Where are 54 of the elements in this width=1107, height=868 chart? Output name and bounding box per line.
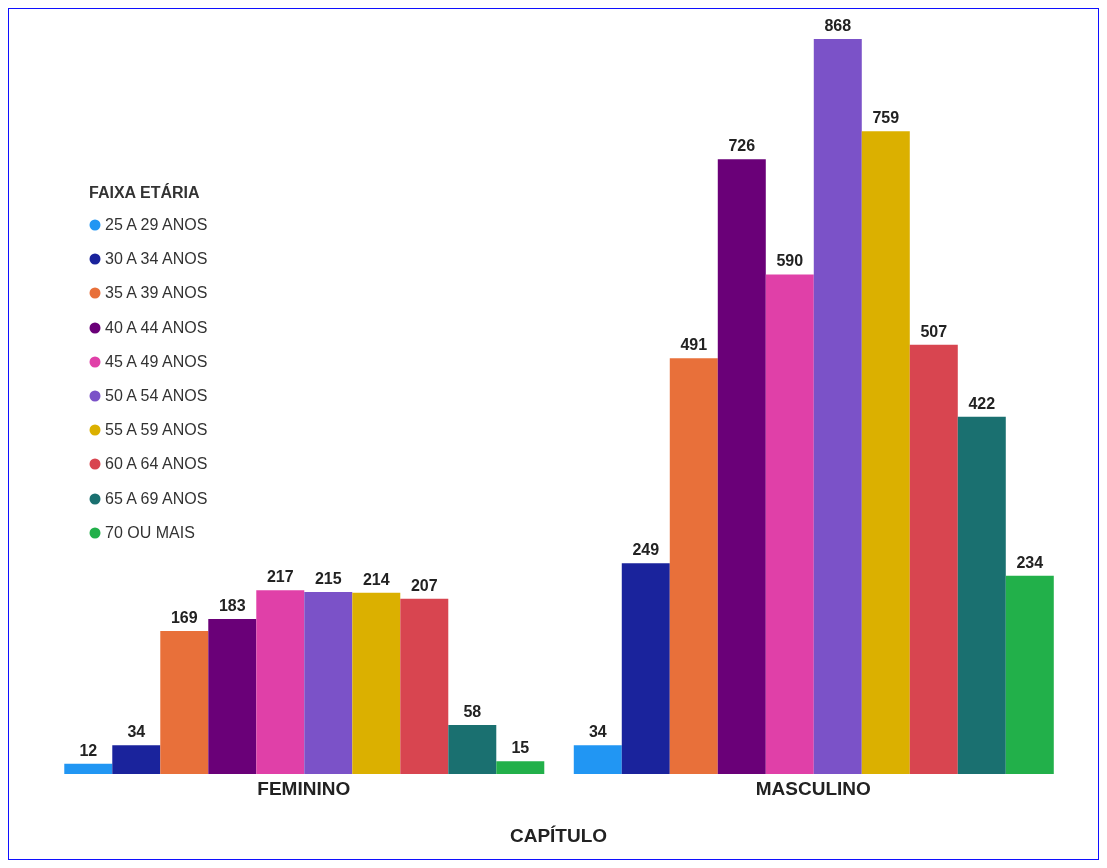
bar bbox=[573, 745, 622, 774]
legend-label: 60 A 64 ANOS bbox=[105, 455, 208, 474]
bar bbox=[160, 630, 209, 774]
legend-label: 30 A 34 ANOS bbox=[105, 250, 208, 269]
data-label: 759 bbox=[872, 109, 900, 127]
data-label: 590 bbox=[776, 252, 804, 270]
data-label: 183 bbox=[218, 597, 246, 615]
data-label: 215 bbox=[314, 569, 342, 587]
data-label: 34 bbox=[588, 723, 607, 741]
data-label: 507 bbox=[920, 322, 948, 340]
x-tick-label: FEMININO bbox=[257, 778, 351, 800]
data-label: 868 bbox=[824, 17, 852, 34]
bar bbox=[957, 416, 1006, 774]
data-label: 169 bbox=[170, 608, 198, 626]
bar bbox=[621, 563, 670, 774]
data-label: 726 bbox=[728, 137, 756, 155]
bar bbox=[496, 761, 545, 774]
bar bbox=[256, 590, 305, 774]
bar bbox=[813, 39, 862, 774]
bar bbox=[400, 598, 449, 774]
legend-label: 45 A 49 ANOS bbox=[105, 352, 208, 371]
data-label: 491 bbox=[680, 336, 708, 354]
legend-label: 70 OU MAIS bbox=[105, 523, 195, 542]
data-label: 34 bbox=[127, 723, 146, 741]
bar bbox=[909, 344, 958, 774]
data-label: 214 bbox=[362, 570, 390, 588]
bar bbox=[1005, 575, 1054, 774]
bar bbox=[208, 619, 257, 774]
bar bbox=[352, 592, 401, 774]
data-label: 422 bbox=[968, 394, 996, 412]
legend-label: 40 A 44 ANOS bbox=[105, 318, 208, 337]
bar bbox=[717, 159, 766, 774]
data-label: 12 bbox=[79, 741, 98, 759]
legend-label: 55 A 59 ANOS bbox=[105, 421, 208, 440]
data-label: 249 bbox=[632, 541, 660, 559]
legend-label: 25 A 29 ANOS bbox=[105, 216, 208, 235]
bar bbox=[112, 745, 161, 774]
bar bbox=[304, 591, 353, 774]
legend-label: 35 A 39 ANOS bbox=[105, 284, 208, 303]
data-label: 15 bbox=[511, 739, 530, 757]
legend-title: FAIXA ETÁRIA bbox=[89, 184, 201, 202]
bar bbox=[669, 358, 718, 774]
data-label: 217 bbox=[266, 568, 294, 586]
x-tick-label: MASCULINO bbox=[755, 778, 871, 800]
data-label: 58 bbox=[463, 702, 482, 720]
data-label: 207 bbox=[410, 576, 438, 594]
x-axis-title: CAPÍTULO bbox=[509, 825, 608, 846]
bar bbox=[861, 131, 910, 774]
bar bbox=[64, 763, 113, 774]
legend-label: 50 A 54 ANOS bbox=[105, 387, 208, 406]
legend-label: 65 A 69 ANOS bbox=[105, 489, 208, 508]
data-label: 234 bbox=[1016, 553, 1044, 571]
bar bbox=[765, 274, 814, 774]
bar bbox=[448, 724, 497, 774]
